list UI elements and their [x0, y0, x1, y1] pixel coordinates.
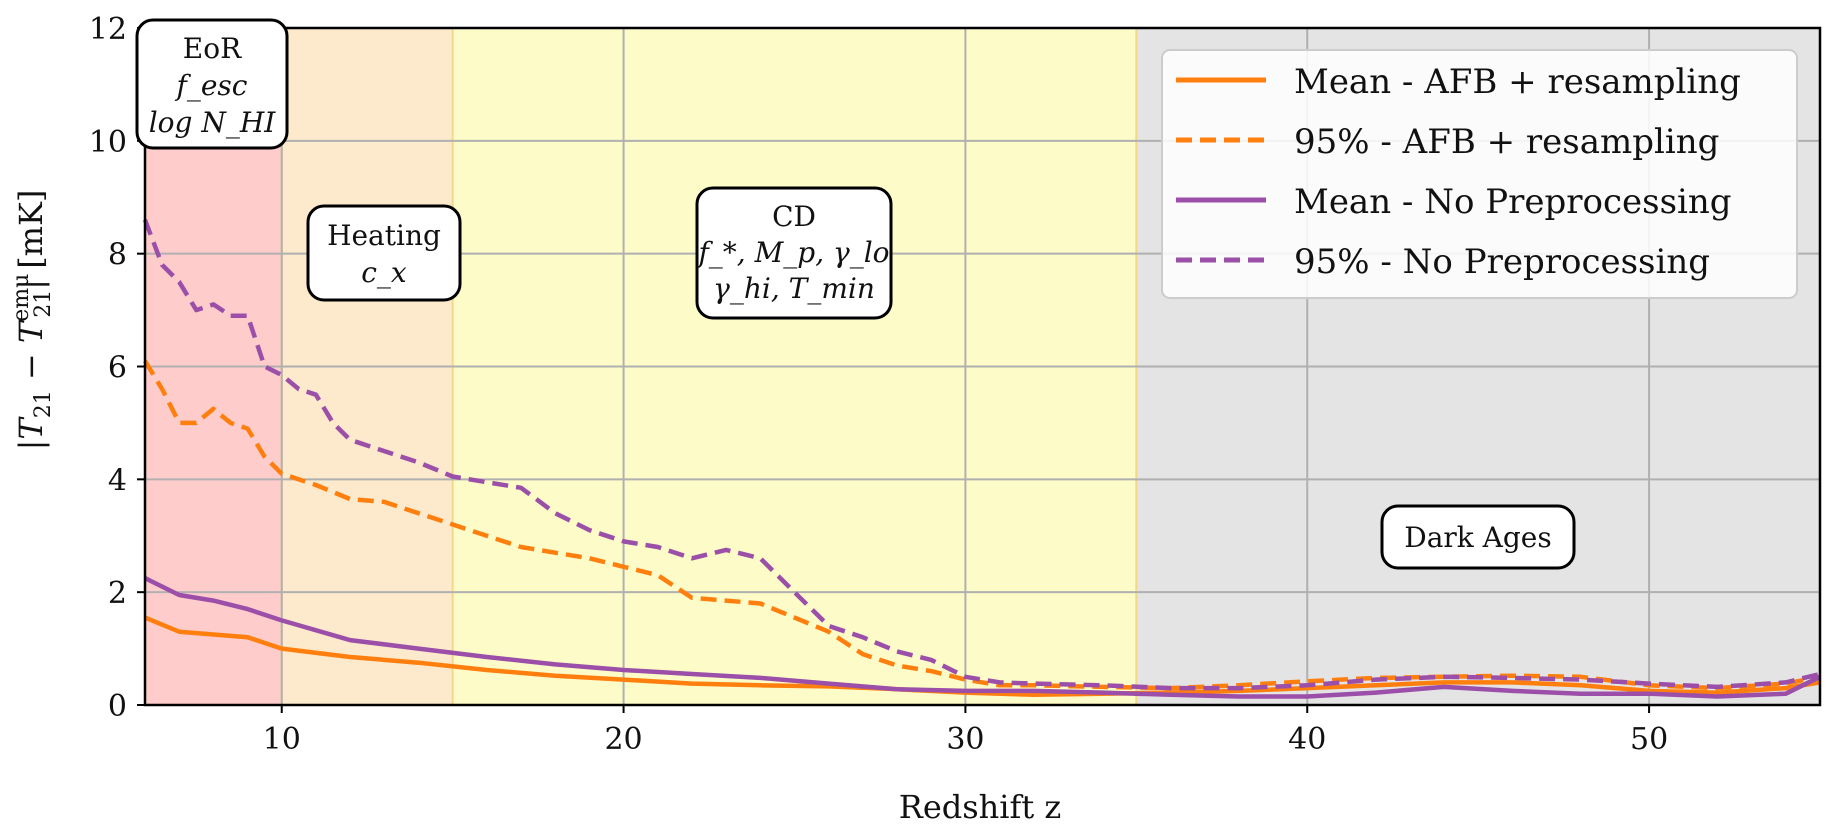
y-tick-label: 8 — [108, 238, 127, 273]
svg-text:γ_hi, T_min: γ_hi, T_min — [713, 272, 875, 305]
y-tick-label: 12 — [89, 12, 127, 47]
legend-entry-95-no-preprocessing: 95% - No Preprocessing — [1176, 242, 1710, 282]
svg-text:EoR: EoR — [183, 32, 242, 65]
y-tick-label: 0 — [108, 689, 127, 724]
y-tick-label: 10 — [89, 125, 127, 160]
x-tick-label: 50 — [1630, 722, 1668, 757]
y-tick-label: 2 — [108, 576, 127, 611]
x-tick-label: 10 — [263, 722, 301, 757]
region-label-heating: Heating c_x — [306, 204, 462, 302]
region-labels: EoR f_esc log N_HI Heating c_x CD f_*, M… — [135, 18, 1576, 570]
svg-text:f_*, M_p, γ_lo: f_*, M_p, γ_lo — [696, 236, 889, 269]
svg-text:log N_HI: log N_HI — [149, 106, 277, 139]
y-tick-label: 6 — [108, 351, 127, 386]
x-axis-ticks: 10 20 30 40 50 — [263, 705, 1668, 757]
x-tick-label: 30 — [946, 722, 984, 757]
legend-entry-95-afb: 95% - AFB + resampling — [1176, 122, 1719, 162]
region-label-dark-ages: Dark Ages — [1380, 504, 1576, 570]
region-label-eor: EoR f_esc log N_HI — [135, 18, 289, 150]
svg-text:c_x: c_x — [361, 256, 407, 289]
legend: Mean - AFB + resampling 95% - AFB + resa… — [1161, 49, 1798, 299]
svg-text:Heating: Heating — [327, 219, 441, 252]
y-tick-label: 4 — [108, 463, 127, 498]
y-axis-label: |T21 − Temu21| [mK] — [9, 190, 56, 451]
x-tick-label: 20 — [604, 722, 642, 757]
series-line-3 — [142, 219, 1821, 691]
region-label-cd: CD f_*, M_p, γ_lo γ_hi, T_min — [695, 186, 893, 320]
x-tick-label: 40 — [1288, 722, 1326, 757]
legend-label: 95% - AFB + resampling — [1294, 122, 1719, 162]
series-line-1 — [143, 359, 1821, 691]
legend-entry-mean-no-preprocessing: Mean - No Preprocessing — [1176, 182, 1732, 222]
svg-text:Dark Ages: Dark Ages — [1404, 521, 1551, 554]
legend-label: Mean - AFB + resampling — [1294, 62, 1741, 102]
x-axis-label: Redshift z — [899, 788, 1062, 826]
svg-text:CD: CD — [772, 200, 816, 233]
legend-frame — [1161, 49, 1798, 299]
legend-label: 95% - No Preprocessing — [1294, 242, 1710, 282]
legend-entry-mean-afb: Mean - AFB + resampling — [1176, 62, 1741, 102]
svg-text:f_esc: f_esc — [175, 69, 248, 102]
series-lines — [142, 219, 1821, 699]
y-axis-ticks: 0 2 4 6 8 10 12 — [89, 12, 145, 724]
legend-label: Mean - No Preprocessing — [1294, 182, 1732, 222]
series-line-2 — [144, 576, 1821, 699]
